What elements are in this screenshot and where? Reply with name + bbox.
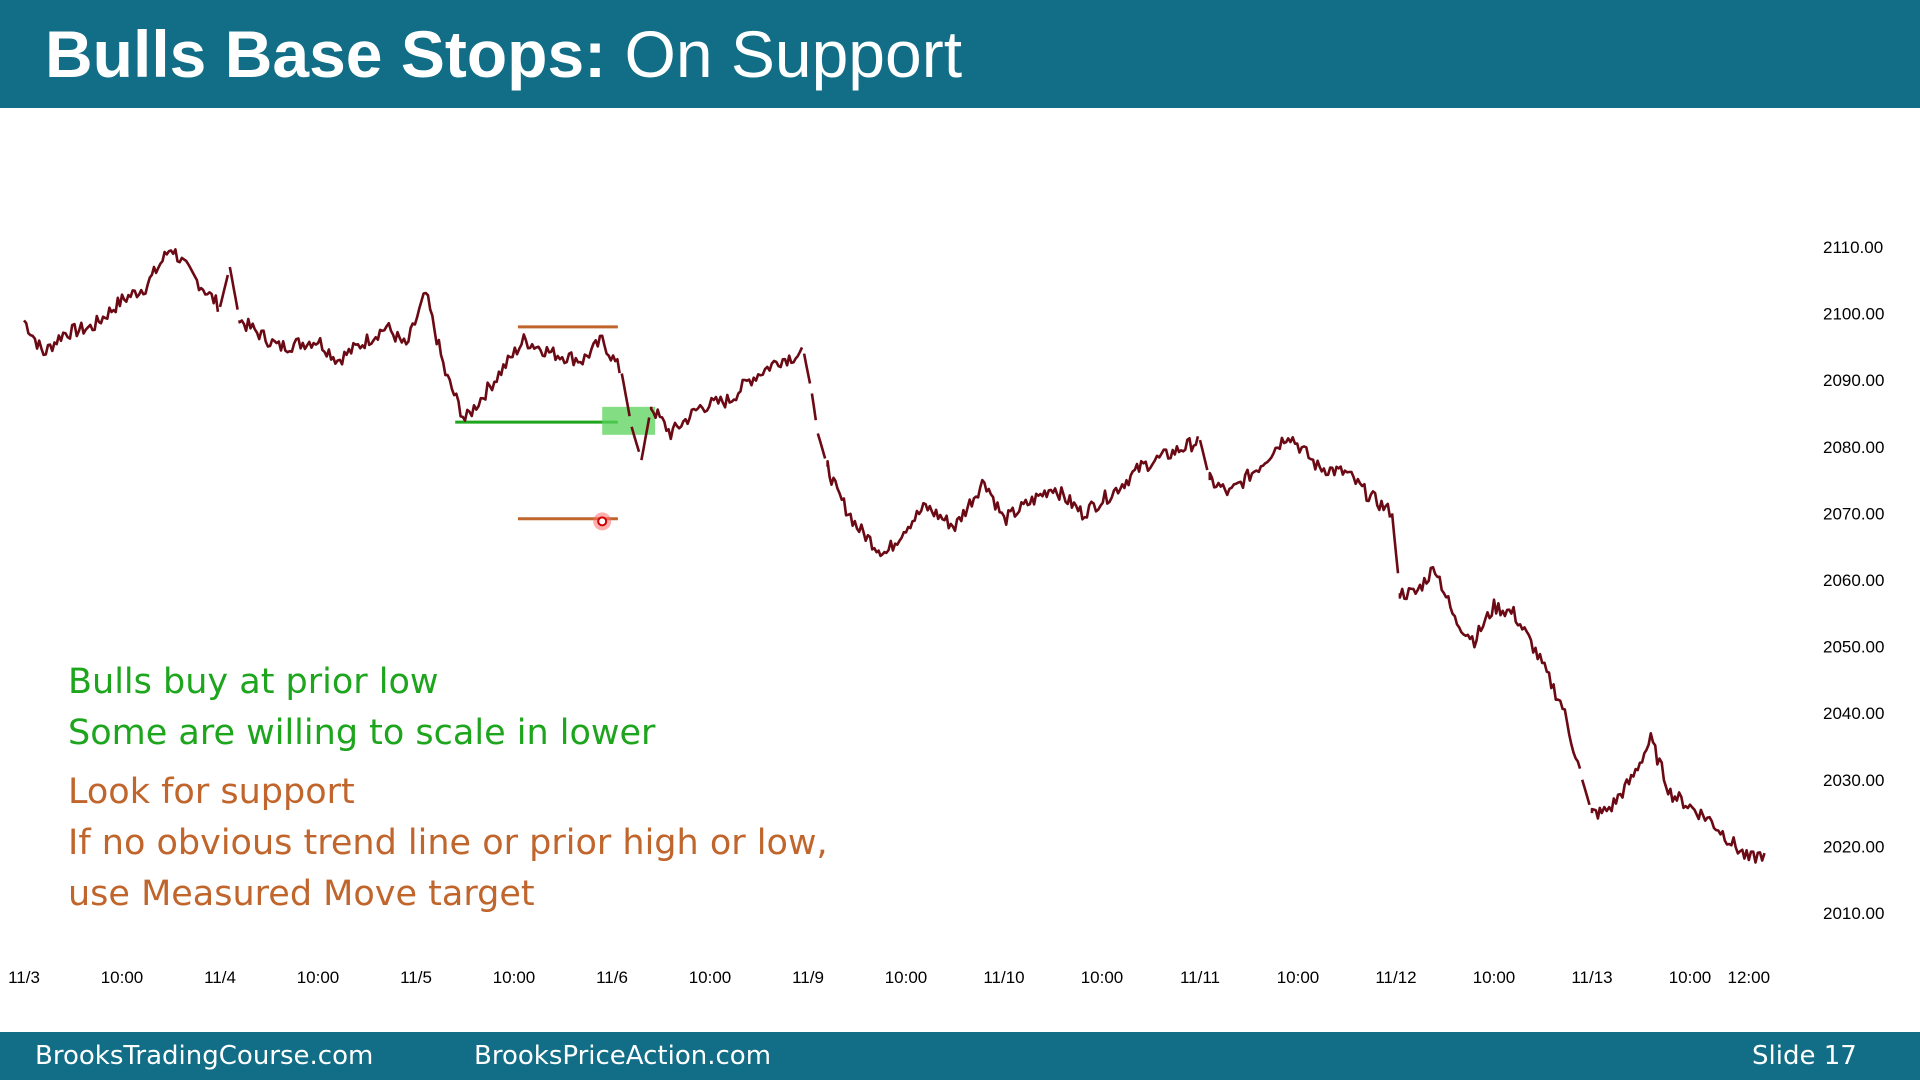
x-tick-label: 10:00 <box>885 968 928 987</box>
y-axis: 2110.00 2100.00 2090.00 2080.00 2070.00 2060.… <box>1823 238 1884 923</box>
x-tick-label: 11/12 <box>1375 968 1416 987</box>
y-tick-label: 2110.00 <box>1823 238 1883 257</box>
x-tick-label: 11/6 <box>596 968 628 987</box>
slide-number: Slide 17 <box>1752 1041 1857 1071</box>
x-tick-label: 10:00 <box>493 968 536 987</box>
annotation-bulls-buy: Bulls buy at prior low <box>68 662 439 702</box>
marker-layer <box>593 512 612 531</box>
title-bold: Bulls Base Stops: <box>45 17 607 91</box>
footer-site-1[interactable]: BrooksTradingCourse.com <box>35 1041 374 1071</box>
cursor-marker <box>597 516 608 527</box>
price-line <box>22 248 1766 864</box>
y-tick-label: 2010.00 <box>1823 904 1884 923</box>
y-tick-label: 2100.00 <box>1823 305 1884 324</box>
x-tick-label: 11/11 <box>1180 968 1220 987</box>
y-tick-label: 2090.00 <box>1823 371 1884 390</box>
title-light: On Support <box>624 17 963 91</box>
y-tick-label: 2060.00 <box>1823 571 1884 590</box>
x-tick-label: 12:00 <box>1728 968 1771 987</box>
x-tick-label: 11/5 <box>400 968 432 987</box>
x-tick-label: 10:00 <box>1277 968 1320 987</box>
slide-title: Bulls Base Stops: On Support <box>45 14 962 94</box>
x-tick-label: 10:00 <box>297 968 340 987</box>
x-tick-label: 10:00 <box>101 968 144 987</box>
annotation-no-trendline: If no obvious trend line or prior high o… <box>68 823 828 863</box>
x-tick-label: 11/9 <box>792 968 824 987</box>
x-tick-label: 11/13 <box>1571 968 1612 987</box>
y-tick-label: 2030.00 <box>1823 771 1884 790</box>
slide-footer: BrooksTradingCourse.com BrooksPriceActio… <box>0 1032 1920 1080</box>
y-tick-label: 2040.00 <box>1823 704 1884 723</box>
x-tick-label: 10:00 <box>1473 968 1516 987</box>
annotation-scale-in: Some are willing to scale in lower <box>68 713 656 753</box>
price-chart: 2110.00 2100.00 2090.00 2080.00 2070.00 2060.… <box>8 238 1884 987</box>
x-tick-label: 10:00 <box>689 968 732 987</box>
slide-header: Bulls Base Stops: On Support <box>0 0 1920 108</box>
x-tick-label: 11/4 <box>204 968 236 987</box>
x-tick-label: 10:00 <box>1669 968 1712 987</box>
x-axis: 11/3 10:00 11/4 10:00 11/5 10:00 11/6 10:00 11/9… <box>8 968 1770 987</box>
x-tick-label: 11/3 <box>8 968 40 987</box>
y-tick-label: 2050.00 <box>1823 638 1884 657</box>
y-tick-label: 2070.00 <box>1823 504 1884 523</box>
price-series <box>22 248 1766 864</box>
annotation-measured-move: use Measured Move target <box>68 874 535 914</box>
footer-site-2[interactable]: BrooksPriceAction.com <box>474 1041 772 1071</box>
y-tick-label: 2080.00 <box>1823 438 1884 457</box>
x-tick-label: 11/10 <box>983 968 1024 987</box>
x-tick-label: 10:00 <box>1081 968 1124 987</box>
annotation-look-support: Look for support <box>68 772 355 812</box>
y-tick-label: 2020.00 <box>1823 837 1884 856</box>
